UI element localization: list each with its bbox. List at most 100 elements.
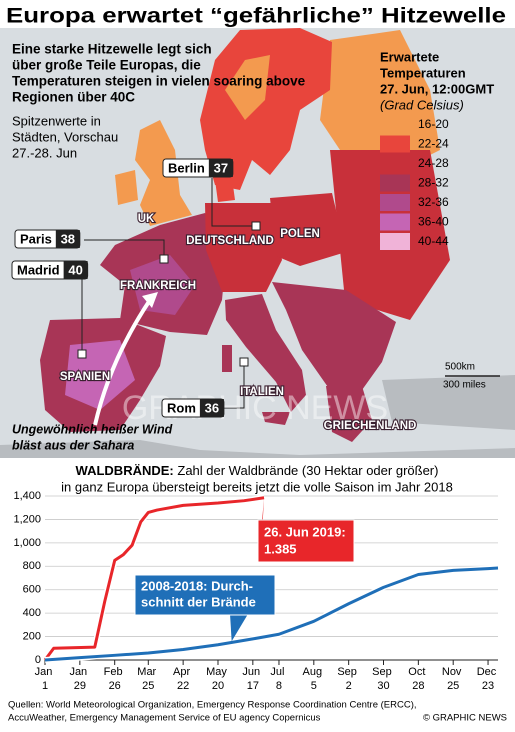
wind-arrow [93,298,152,426]
x-tick-label: Sep 2 [337,666,360,692]
x-tick-label-part: 25 [447,680,459,692]
country-label: ITALIEN [240,386,284,398]
annotation-text: schnitt der Brände [141,594,256,609]
legend-swatch [380,155,410,172]
x-tick-label: May 20 [206,666,230,692]
x-tick-label-part: 5 [311,680,317,692]
legend-title: Erwartete [380,49,439,64]
legend-label: 24-28 [418,156,449,170]
annotation-text: 2008-2018: Durch- [141,578,253,593]
land [215,178,235,202]
land [205,203,282,292]
city-name: Rom [167,400,196,415]
x-tick-label-part: Jun [242,666,263,678]
annotation-box [134,574,276,616]
legend-swatch [380,194,410,211]
country-label: UK [138,213,155,225]
land [200,28,332,190]
legend-label: 28-32 [418,176,449,190]
map-annotation: Ungewöhnlich heißer Wind [12,422,173,436]
map [0,28,515,458]
cities-note: Spitzenwerte in [12,113,101,128]
legend-swatch [380,174,410,192]
city-marker [239,357,249,367]
line [44,566,499,662]
subtitle: über große Teile Europas, die [12,58,201,73]
y-tick-label: 800 [23,560,41,572]
x-tick-label: Jan 1 [35,666,56,692]
land [270,193,346,266]
legend-title: Temperaturen [380,65,466,80]
x-tick-label-part: Feb [104,666,126,678]
city-marker [251,221,261,231]
subtitle: Eine starke Hitzewelle legt sich [12,42,212,57]
y-tick-label: 200 [23,630,41,642]
city-temp: 36 [205,400,219,415]
legend-unit: (Grad Celsius) [380,97,464,112]
city-label: Madrid 40 [11,260,89,280]
x-tick-label-part: 1 [42,680,48,692]
x-tick-label-part: 25 [142,680,154,692]
x-tick-label-part: Sep [337,666,360,678]
y-tick-label: 400 [23,607,41,619]
city-marker [159,254,169,264]
city-temp-box [55,230,80,248]
legend-swatch [380,213,410,231]
country-label: SPANIEN [60,371,110,383]
annotation-box [257,519,355,563]
country-label: DEUTSCHLAND [186,235,274,247]
line [43,496,265,661]
x-tick-label-part: May [206,666,230,678]
sources: AccuWeather, Emergency Management Servic… [8,713,321,724]
legend-label: 22-24 [418,137,449,151]
y-tick-label: 0 [35,654,41,666]
country-label: GRIECHENLAND [324,420,417,432]
x-tick-label-part: Dec [477,666,500,678]
x-tick-label-part: Jan [35,666,56,678]
chart-title: WALDBRÄNDE: Zahl der Waldbrände (30 Hekt… [76,463,439,478]
legend-label: 16-20 [418,117,449,131]
land [222,345,232,372]
map-annotation: bläst aus der Sahara [12,438,134,452]
x-tick-label-part: 2 [346,680,352,692]
city-temp-box [208,159,233,177]
cities-note: 27.-28. Jun [12,145,77,160]
x-tick-label-part: Aug [302,666,325,678]
legend-swatch [380,233,410,250]
city-name: Berlin [168,160,205,175]
city-marker [77,349,87,359]
x-tick-label-part: Sep [372,666,395,678]
x-tick-label: Nov 25 [442,666,465,692]
x-tick-label-part: 29 [74,680,86,692]
sources: Quellen: World Meteorological Organizati… [8,700,417,711]
land [262,412,290,425]
x-tick-label-part: 30 [377,680,389,692]
legend-swatch [380,116,410,133]
x-tick-label: Apr 22 [173,666,193,692]
cities-note: Städten, Vorschau [12,129,118,144]
annotation-value: 1.385 [264,541,297,556]
city-temp-box [199,399,224,417]
x-tick-label-part: Jan [69,666,90,678]
x-tick-label: Jun 17 [242,666,263,692]
title: Europa erwartet “gefährliche” Hitzewelle [6,5,506,28]
x-tick-label-part: Jul [270,666,287,678]
x-tick-label: Jan 29 [69,666,90,692]
land [225,55,270,120]
x-tick-label-part: Mar [137,666,159,678]
scale-label: 500km [445,362,475,373]
legend-swatch [380,135,410,153]
x-tick-label: Feb 26 [104,666,126,692]
annotation-pointer [230,614,248,642]
city-temp: 37 [214,160,228,175]
x-tick-label: Dec 23 [477,666,500,692]
legend-label: 36-40 [418,215,449,229]
x-tick-label-part: 8 [276,680,282,692]
land-outside [382,375,515,430]
x-tick-label-part: Oct [408,666,428,678]
city-name: Paris [20,231,52,246]
x-tick-label: Oct 28 [408,666,428,692]
x-tick-label-part: 17 [247,680,259,692]
